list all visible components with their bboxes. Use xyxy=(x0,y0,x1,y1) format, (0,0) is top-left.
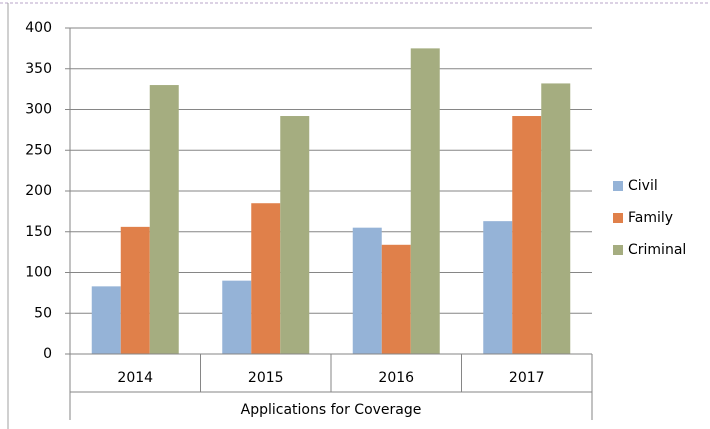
y-tick-label: 50 xyxy=(34,305,52,321)
y-tick-label: 100 xyxy=(25,265,52,281)
x-axis-title: Applications for Coverage xyxy=(241,402,422,418)
legend-label: Family xyxy=(628,210,673,226)
y-tick-label: 350 xyxy=(25,61,52,77)
y-tick-label: 250 xyxy=(25,142,52,158)
legend-swatch xyxy=(613,213,623,223)
y-tick-label: 200 xyxy=(25,183,52,199)
bar xyxy=(410,48,440,354)
y-tick-label: 150 xyxy=(25,224,52,240)
bar xyxy=(512,116,542,355)
y-tick-label: 400 xyxy=(25,20,52,36)
legend-swatch xyxy=(613,181,623,191)
bar xyxy=(280,116,310,355)
bar xyxy=(251,203,281,354)
y-tick-label: 300 xyxy=(25,102,52,118)
bar xyxy=(222,280,252,354)
bar xyxy=(91,286,121,354)
x-tick-label: 2014 xyxy=(117,370,153,386)
x-tick-label: 2017 xyxy=(509,370,545,386)
bar xyxy=(381,244,411,354)
bar xyxy=(149,85,179,355)
y-tick-label: 0 xyxy=(43,346,52,362)
bar xyxy=(120,226,150,354)
x-tick-label: 2016 xyxy=(378,370,414,386)
bar xyxy=(483,221,513,354)
x-tick-label: 2015 xyxy=(248,370,284,386)
bar xyxy=(541,83,571,355)
bar xyxy=(352,227,382,354)
legend-label: Criminal xyxy=(628,242,686,258)
legend-label: Civil xyxy=(628,178,658,194)
legend-swatch xyxy=(613,245,623,255)
